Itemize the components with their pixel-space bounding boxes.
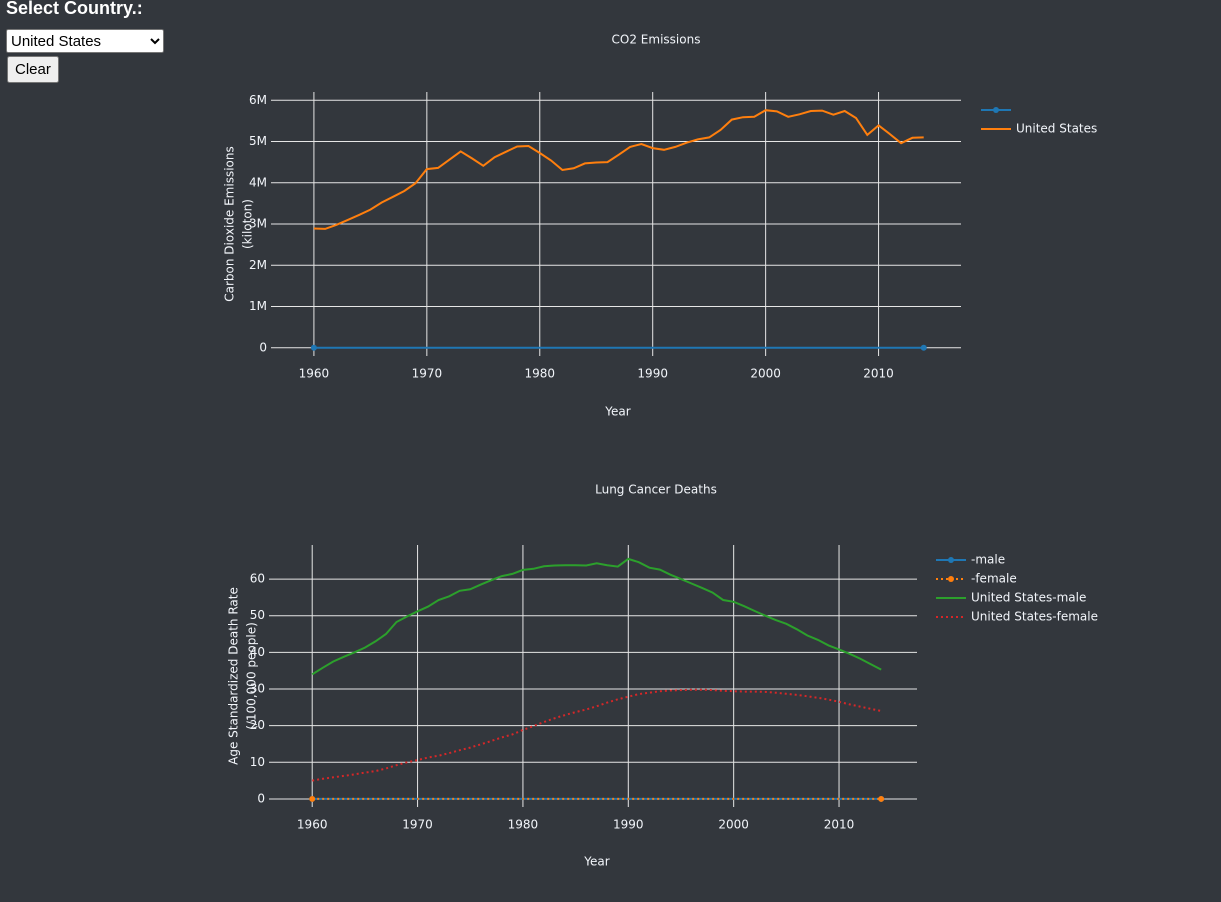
y-tick-label: 0	[259, 340, 267, 354]
y-axis-title: (/100,000 people)	[245, 622, 259, 730]
y-tick-label: 40	[250, 645, 265, 659]
y-tick-label: 1M	[249, 299, 267, 313]
y-tick-label: 3M	[249, 217, 267, 231]
legend-label: United States-female	[971, 610, 1098, 624]
x-tick-label: 1990	[637, 367, 668, 381]
x-tick-label: 1960	[299, 367, 330, 381]
series-line	[311, 557, 882, 676]
y-tick-label: 20	[250, 718, 265, 732]
y-axis-title: (kiloton)	[241, 199, 255, 249]
y-tick-label: 0	[257, 791, 265, 805]
x-tick-label: 1980	[508, 818, 539, 832]
y-tick-label: 60	[250, 572, 265, 586]
clear-button[interactable]: Clear	[7, 56, 59, 83]
series-marker	[310, 344, 317, 351]
chart-title: CO2 Emissions	[612, 33, 701, 47]
legend-label: -male	[971, 553, 1005, 567]
y-tick-label: 10	[250, 755, 265, 769]
y-tick-label: 6M	[249, 93, 267, 107]
legend-label: -female	[971, 572, 1017, 586]
y-tick-label: 50	[250, 608, 265, 622]
country-select[interactable]: United States	[6, 29, 164, 53]
y-axis-title: Carbon Dioxide Emissions	[223, 146, 237, 301]
series-line	[313, 109, 924, 230]
legend-label: United States-male	[971, 591, 1086, 605]
x-tick-label: 2010	[824, 818, 855, 832]
series-line	[312, 688, 882, 782]
legend-marker	[948, 576, 954, 582]
y-tick-label: 5M	[249, 134, 267, 148]
x-tick-label: 1970	[412, 367, 443, 381]
legend-marker	[948, 557, 954, 563]
chart-title: Lung Cancer Deaths	[595, 483, 717, 497]
series-marker	[878, 795, 885, 802]
x-tick-label: 2010	[863, 367, 894, 381]
legend-label: United States	[1016, 122, 1097, 136]
x-tick-label: 2000	[750, 367, 781, 381]
x-axis-title: Year	[604, 405, 630, 419]
y-tick-label: 4M	[249, 175, 267, 189]
series-marker	[309, 795, 316, 802]
y-tick-label: 2M	[249, 258, 267, 272]
x-tick-label: 1960	[297, 818, 328, 832]
y-tick-label: 30	[250, 682, 265, 696]
x-tick-label: 1990	[613, 818, 644, 832]
legend-marker	[993, 107, 999, 113]
y-axis-title: Age Standardized Death Rate	[227, 587, 241, 765]
x-tick-label: 1980	[524, 367, 555, 381]
x-tick-label: 2000	[718, 818, 749, 832]
x-tick-label: 1970	[402, 818, 433, 832]
country-label: Select Country.:	[6, 0, 143, 18]
x-axis-title: Year	[583, 855, 609, 869]
series-marker	[920, 344, 927, 351]
